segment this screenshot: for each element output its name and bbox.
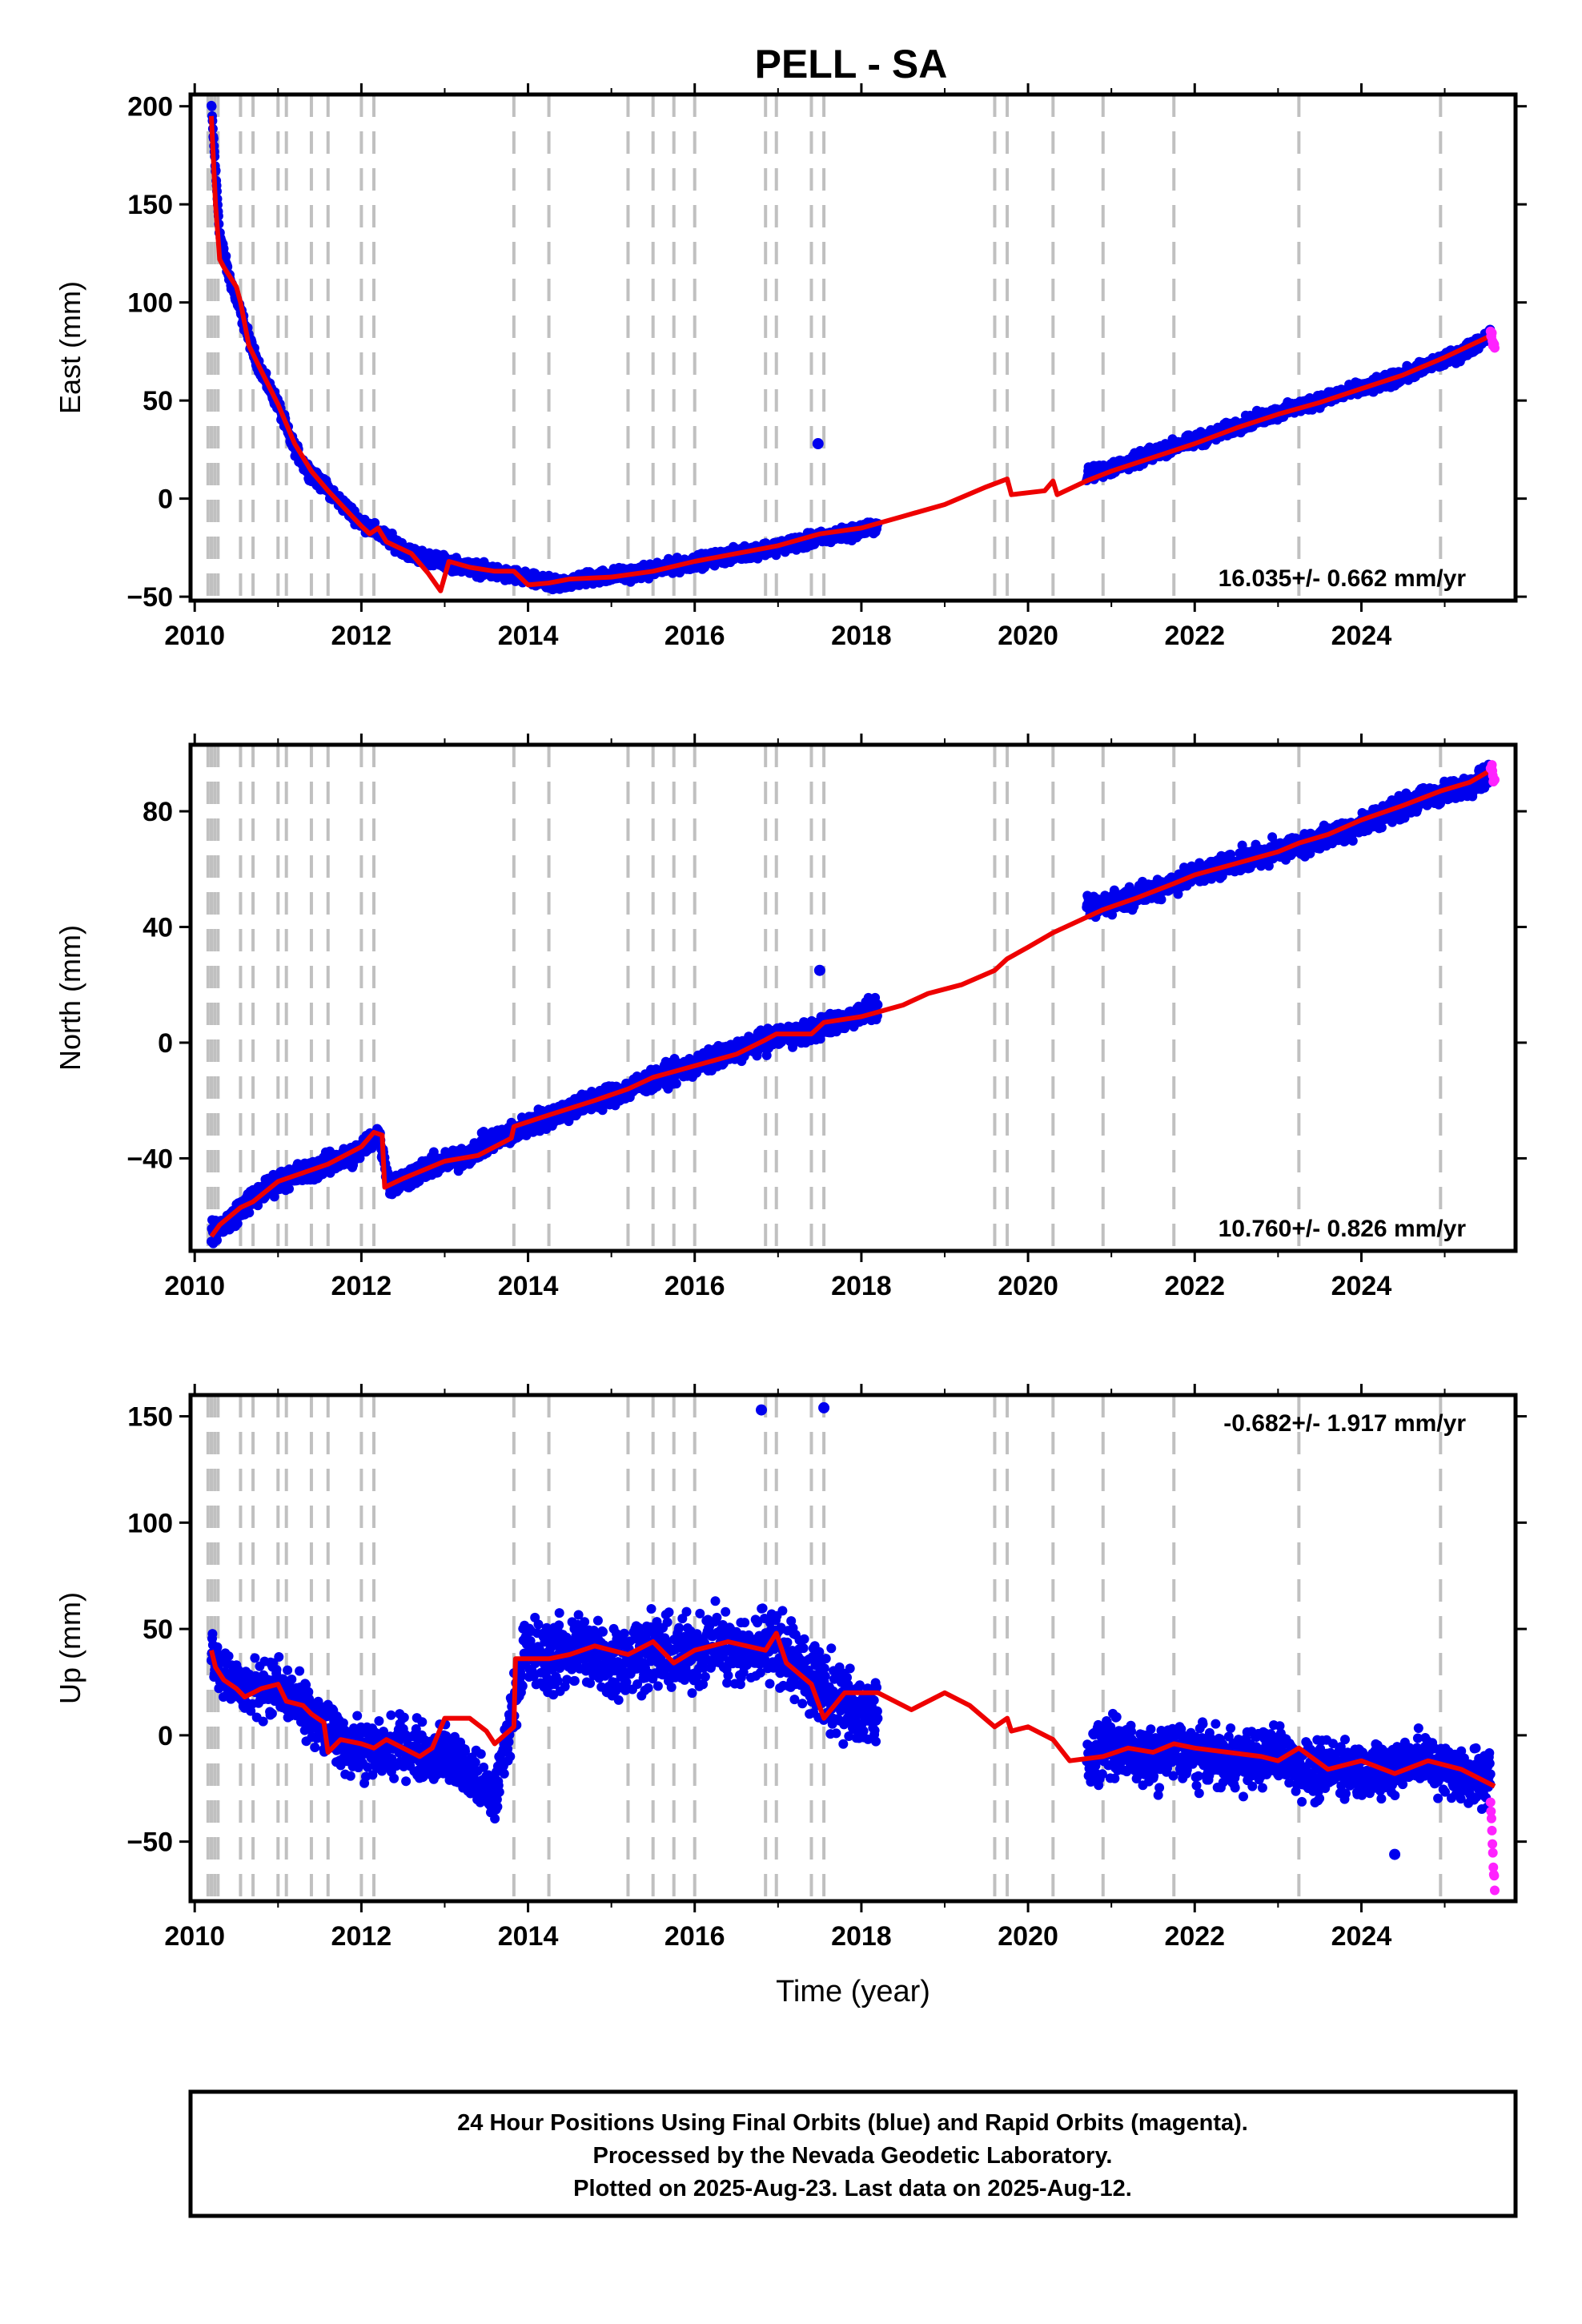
x-tick-label: 2012: [331, 621, 392, 651]
y-tick-label: 0: [158, 485, 173, 515]
x-tick-label: 2020: [998, 621, 1058, 651]
y-tick-label: 200: [127, 92, 173, 123]
data-point: [221, 251, 231, 261]
plot-frame: [188, 92, 1518, 603]
y-tick-label: 150: [127, 190, 173, 220]
y-tick-label: 50: [143, 386, 173, 416]
data-point: [761, 1050, 772, 1060]
x-tick-label: 2018: [831, 621, 892, 651]
outlier-point: [812, 438, 824, 450]
final-orbit-points: [207, 759, 1496, 1248]
model-line: [209, 115, 1496, 593]
x-tick-label: 2016: [665, 621, 725, 651]
data-point: [244, 1208, 255, 1218]
rapid-orbit-points: [1485, 326, 1500, 353]
data-point: [1107, 910, 1118, 920]
rapid-point: [1489, 343, 1500, 353]
east-panel: 2010 2012 2014 2016 2018 2020 2022 2024 200 150 10…: [54, 83, 1527, 651]
x-tick-label: 2022: [1164, 621, 1225, 651]
data-point: [597, 1105, 608, 1116]
data-point: [1173, 889, 1183, 899]
y-axis-label: East (mm): [54, 281, 86, 414]
rate-label: 16.035+/- 0.662 mm/yr: [1219, 565, 1467, 592]
north-panel: 2010 2012 2014 2016 2018 2020 2022 202480400−40…: [54, 734, 1527, 1301]
data-point: [284, 1184, 294, 1194]
x-tick-label: 2010: [164, 621, 225, 651]
data-point: [1156, 895, 1166, 905]
final-orbit-points: [207, 100, 1496, 595]
data-point: [671, 1079, 681, 1089]
chart-title: PELL - SA: [755, 42, 948, 86]
data-point: [207, 101, 217, 111]
data-point: [873, 999, 883, 1010]
data-point: [232, 1218, 243, 1228]
x-tick-label: 2024: [1331, 621, 1392, 651]
y-tick-label: −50: [126, 582, 173, 613]
rapid-point: [1487, 328, 1497, 338]
data-point: [1109, 885, 1119, 895]
y-tick-label: 100: [127, 288, 173, 319]
x-tick-label: 2014: [498, 621, 559, 651]
